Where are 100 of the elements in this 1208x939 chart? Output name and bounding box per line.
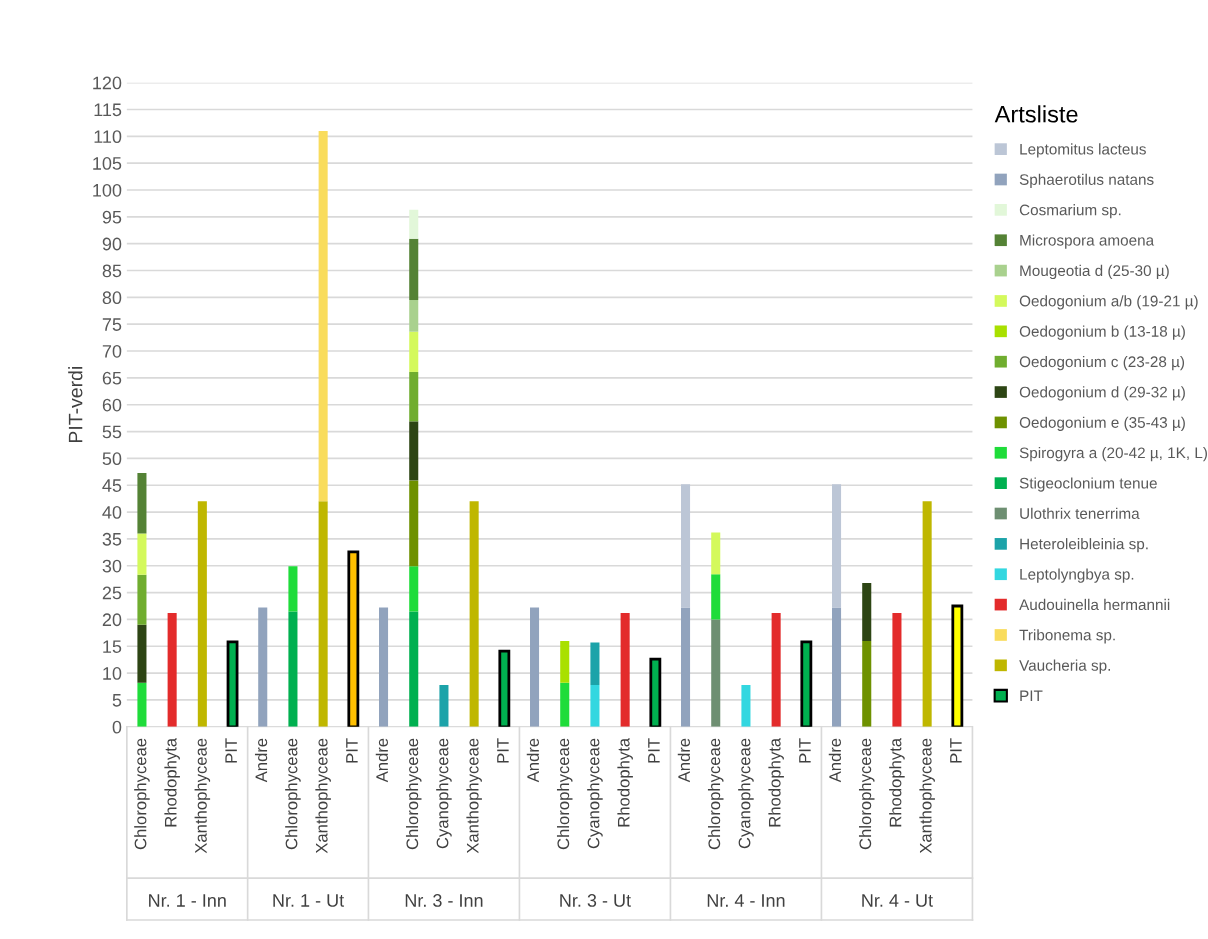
x-tick-label: Chlorophyceae bbox=[707, 738, 724, 850]
y-tick-label: 90 bbox=[102, 237, 122, 251]
bar bbox=[258, 607, 268, 727]
bar bbox=[137, 682, 147, 727]
bar bbox=[409, 331, 419, 372]
text: Nr. 3 - Inn bbox=[405, 894, 483, 907]
legend-label: Oedogonium b (13-18 µ) bbox=[1019, 325, 1185, 340]
y-tick-label: 0 bbox=[112, 720, 122, 734]
text: Nr. 4 - Ut bbox=[862, 894, 933, 907]
bar bbox=[409, 371, 419, 422]
x-tick-label: PIT bbox=[950, 738, 962, 763]
x-tick-label: PIT bbox=[648, 738, 660, 763]
bar bbox=[800, 640, 813, 727]
text: Nr. 1 - Ut bbox=[273, 894, 345, 907]
bar bbox=[832, 607, 842, 727]
bar bbox=[137, 533, 147, 575]
bar bbox=[711, 619, 721, 727]
bar bbox=[226, 640, 239, 727]
x-tick-label: Chlorophyceae bbox=[405, 738, 422, 850]
text: Nr. 4 - Inn bbox=[707, 894, 785, 907]
bar bbox=[771, 612, 781, 727]
legend-title: Artsliste bbox=[994, 105, 1078, 123]
y-tick-label: 105 bbox=[93, 157, 122, 170]
x-tick-label: PIT bbox=[497, 738, 509, 763]
legend-label: Microspora amoena bbox=[1020, 234, 1155, 249]
text: Nr. 1 - Inn bbox=[149, 894, 226, 907]
bar bbox=[711, 532, 721, 575]
y-tick-label: 10 bbox=[103, 667, 122, 680]
bar bbox=[620, 612, 630, 727]
bar bbox=[379, 607, 389, 727]
legend-label: Leptomitus lacteus bbox=[1020, 143, 1146, 158]
legend-label: Oedogonium e (35-43 µ) bbox=[1019, 416, 1185, 431]
bar bbox=[711, 574, 721, 620]
y-tick-label: 80 bbox=[102, 291, 122, 305]
y-tick-label: 110 bbox=[94, 130, 122, 144]
bar bbox=[347, 550, 360, 727]
bar bbox=[560, 682, 570, 727]
bar bbox=[409, 209, 419, 239]
bar bbox=[409, 611, 419, 727]
legend-label: Heteroleibleinia sp. bbox=[1020, 538, 1148, 553]
legend-label: PIT bbox=[1020, 690, 1043, 702]
bar bbox=[409, 480, 419, 567]
text: Nr. 3 - Ut bbox=[560, 894, 631, 907]
bar bbox=[167, 612, 177, 727]
legend-label: Oedogonium c (23-28 µ) bbox=[1019, 355, 1185, 371]
x-tick-label: Xanthophyceae bbox=[466, 738, 482, 854]
x-tick-label: Andre bbox=[526, 738, 540, 783]
bar bbox=[318, 501, 328, 727]
y-tick-label: 55 bbox=[102, 425, 122, 439]
legend-label: Tribonema sp. bbox=[1019, 629, 1115, 644]
y-tick-label: 120 bbox=[93, 76, 122, 90]
x-tick-label: Cyanophyceae bbox=[587, 738, 603, 849]
x-tick-label: PIT bbox=[799, 738, 811, 763]
legend-label: Stigeoclonium tenue bbox=[1019, 477, 1157, 492]
bar bbox=[741, 684, 751, 727]
y-tick-label: 30 bbox=[102, 559, 122, 573]
y-tick-label: 40 bbox=[102, 506, 122, 519]
bar bbox=[197, 501, 207, 727]
y-tick-label: 60 bbox=[102, 398, 122, 412]
bar bbox=[681, 607, 691, 727]
legend-label: Vaucheria sp. bbox=[1019, 659, 1110, 674]
y-tick-label: 70 bbox=[102, 344, 122, 358]
x-tick-label: Andre bbox=[254, 738, 268, 783]
legend-label: Leptolyngbya sp. bbox=[1020, 568, 1134, 583]
bar bbox=[951, 604, 964, 727]
x-tick-label: Rhodophyta bbox=[164, 737, 180, 827]
bar bbox=[590, 684, 600, 727]
legend-label: Oedogonium d (29-32 µ) bbox=[1019, 386, 1185, 401]
bar bbox=[137, 574, 147, 625]
bar bbox=[922, 501, 932, 727]
x-tick-label: Xanthophyceae bbox=[194, 738, 211, 854]
bar bbox=[681, 484, 691, 608]
bar bbox=[832, 484, 842, 608]
y-tick-label: 75 bbox=[102, 318, 122, 331]
y-tick-label: 35 bbox=[102, 532, 122, 546]
bar bbox=[318, 130, 328, 502]
bar bbox=[409, 421, 419, 481]
bar bbox=[409, 300, 419, 332]
bar bbox=[137, 472, 147, 534]
x-tick-label: PIT bbox=[225, 738, 237, 763]
x-tick-label: Rhodophyta bbox=[617, 737, 633, 827]
bar bbox=[469, 501, 479, 727]
bar bbox=[288, 611, 298, 727]
bar bbox=[892, 612, 902, 727]
x-tick-label: Rhodophyta bbox=[889, 737, 905, 827]
y-tick-label: 85 bbox=[102, 264, 122, 278]
x-tick-label: Cyanophyceae bbox=[436, 738, 452, 849]
bar bbox=[590, 642, 600, 685]
bar bbox=[409, 238, 419, 301]
legend-label: Oedogonium a/b (19-21 µ) bbox=[1019, 295, 1198, 310]
bar bbox=[439, 684, 449, 727]
y-tick-label: 100 bbox=[93, 183, 122, 197]
legend-label: Mougeotia d (25-30 µ) bbox=[1020, 264, 1169, 280]
x-tick-label: Andre bbox=[677, 738, 691, 783]
x-tick-label: Andre bbox=[375, 738, 389, 783]
x-tick-label: Andre bbox=[828, 738, 842, 783]
y-tick-label: 45 bbox=[102, 479, 122, 492]
legend-label: Audouinella hermannii bbox=[1019, 598, 1170, 611]
bar bbox=[649, 657, 662, 727]
legend-label: Cosmarium sp. bbox=[1019, 204, 1121, 219]
